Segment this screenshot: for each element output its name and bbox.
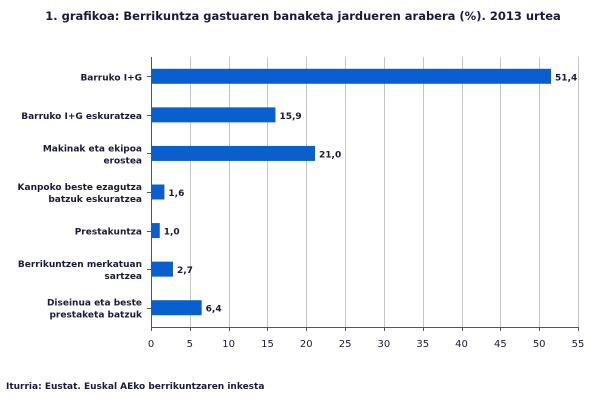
bar	[152, 184, 165, 200]
category-label-line: Barruko I+G	[80, 73, 142, 83]
category-label: Barruko I+G eskuratzea	[21, 112, 142, 122]
category-label-line: batzuk eskuratzea	[48, 195, 142, 205]
x-tick-label: 20	[300, 339, 313, 350]
category-label-line: Makinak eta ekipoa	[43, 144, 142, 154]
category-label: Makinak eta ekipoa erostea	[43, 144, 142, 166]
value-label: 2,7	[177, 266, 193, 276]
category-label-line: prestaketa batzuk	[49, 311, 143, 321]
category-label-line: Barruko I+G eskuratzea	[21, 112, 142, 122]
grid-lines	[190, 57, 579, 327]
category-label-line: Prestakuntza	[75, 228, 142, 238]
axes	[147, 57, 579, 331]
category-label: Kanpoko beste ezagutza batzuk eskuratzea	[18, 183, 142, 205]
bar	[152, 68, 552, 84]
category-label-line: erostea	[103, 156, 142, 166]
x-tick-label: 15	[261, 339, 274, 350]
x-tick-label: 50	[533, 339, 546, 350]
bar	[152, 223, 160, 239]
x-tick-label: 0	[148, 339, 154, 350]
category-label-line: Kanpoko beste ezagutza	[18, 183, 142, 193]
x-tick-label: 45	[494, 339, 507, 350]
value-label: 6,4	[206, 305, 222, 315]
value-label: 15,9	[279, 112, 301, 122]
value-label: 1,6	[168, 189, 184, 199]
x-tick-label: 40	[455, 339, 468, 350]
x-tick-label: 55	[572, 339, 585, 350]
x-tick-label: 25	[339, 339, 352, 350]
value-label: 21,0	[319, 150, 341, 160]
labels: 0 5 10 15 20 25 30 35 40 45 50 55 51,4 Barruko I+G 15,…	[18, 73, 585, 350]
category-label-line: Diseinua eta beste	[47, 299, 142, 309]
category-label: Berrikuntzen merkatuan sartzea	[18, 260, 142, 282]
bar	[152, 300, 202, 316]
x-tick-label: 35	[416, 339, 429, 350]
chart-title: 1. grafikoa: Berrikuntza gastuaren banak…	[45, 9, 561, 23]
category-label: Prestakuntza	[75, 228, 142, 238]
chart-source: Iturria: Eustat. Euskal AEko berrikuntza…	[6, 382, 265, 392]
bar	[152, 261, 173, 277]
bar	[152, 145, 316, 161]
bars	[152, 68, 552, 316]
x-tick-label: 5	[187, 339, 193, 350]
x-tick-label: 10	[222, 339, 235, 350]
value-label: 1,0	[164, 228, 180, 238]
x-tick-label: 30	[378, 339, 391, 350]
category-label-line: Berrikuntzen merkatuan	[18, 260, 142, 270]
value-label: 51,4	[555, 73, 577, 83]
category-label: Barruko I+G	[80, 73, 142, 83]
category-label-line: sartzea	[104, 272, 142, 282]
category-label: Diseinua eta beste prestaketa batzuk	[47, 299, 143, 321]
bar	[152, 107, 276, 123]
